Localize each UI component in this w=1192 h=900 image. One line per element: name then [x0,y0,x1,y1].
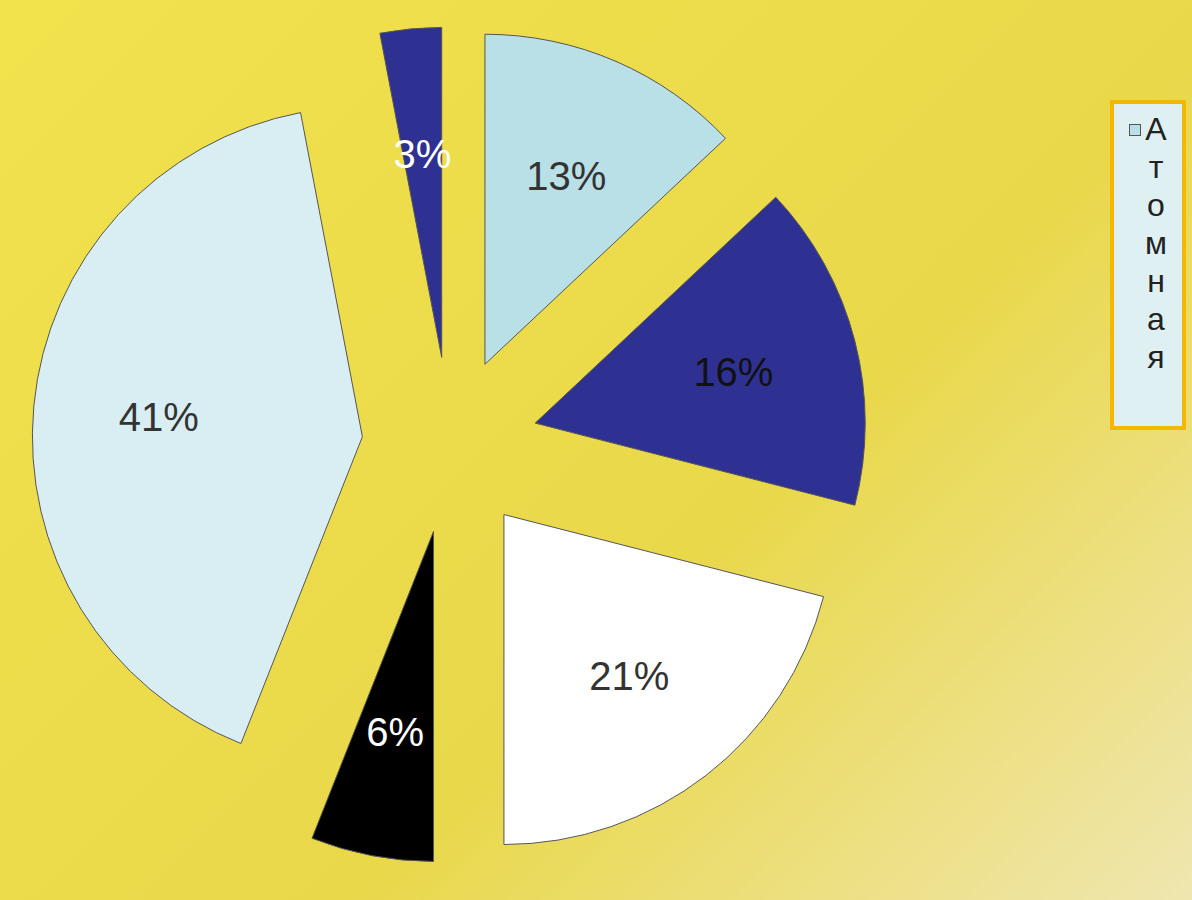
svg-text:3%: 3% [394,132,452,176]
html-text:о: о [1147,187,1165,223]
html-text:а: а [1147,301,1165,337]
svg-text:6%: 6% [366,710,424,754]
svg-text:16%: 16% [693,350,773,394]
html-text:н: н [1147,263,1165,299]
html-text:А: А [1145,111,1167,147]
svg-text:13%: 13% [526,154,606,198]
svg-text:41%: 41% [119,395,199,439]
html-text:я: я [1147,339,1165,375]
html-text:м: м [1145,225,1167,261]
html-text:т: т [1148,149,1164,185]
svg-text:21%: 21% [589,654,669,698]
